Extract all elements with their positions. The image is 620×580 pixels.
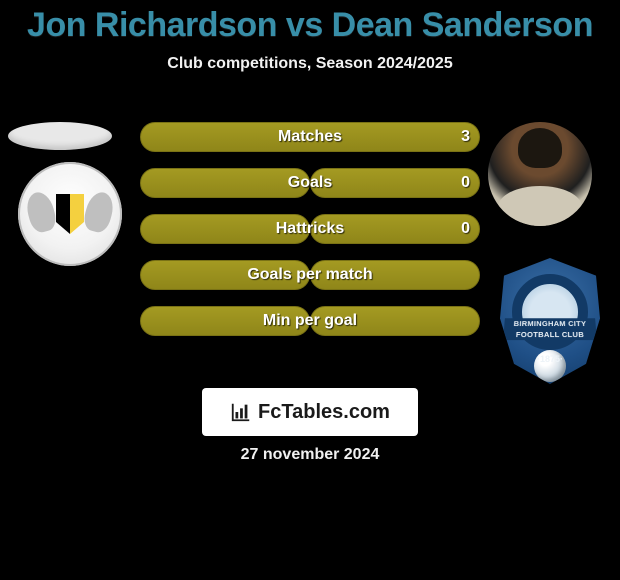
chart-icon: [230, 401, 252, 423]
stat-bar-left: [140, 306, 310, 336]
stat-row: Min per goal: [140, 306, 480, 336]
stat-value-right: 0: [461, 168, 470, 198]
stat-value-right: 0: [461, 214, 470, 244]
stat-row: Matches3: [140, 122, 480, 152]
page-title: Jon Richardson vs Dean Sanderson: [0, 0, 620, 45]
club-crest-left: [18, 162, 122, 266]
stat-bar-right: [310, 260, 480, 290]
crest-ribbon-line1: BIRMINGHAM CITY: [513, 319, 586, 328]
stat-bar-right: [310, 306, 480, 336]
stat-row: Hattricks0: [140, 214, 480, 244]
player-left-silhouette: [8, 122, 112, 150]
infographic-date: 27 november 2024: [0, 446, 620, 464]
club-crest-right: BIRMINGHAM CITY FOOTBALL CLUB ·1875·: [498, 258, 602, 392]
stat-bar-left: [140, 214, 310, 244]
player-right-photo: [488, 122, 592, 226]
stat-bar-left: [140, 168, 310, 198]
subtitle: Club competitions, Season 2024/2025: [0, 55, 620, 73]
stat-bar-right: [310, 214, 480, 244]
stats-comparison: Matches3 Goals0 Hattricks0 Goals per match M…: [140, 122, 480, 352]
brand-logo: FcTables.com: [202, 388, 418, 436]
crest-ribbon-line2: FOOTBALL CLUB: [516, 330, 585, 339]
stat-row: Goals0: [140, 168, 480, 198]
brand-name: FcTables.com: [258, 401, 390, 424]
stat-bar-left: [140, 260, 310, 290]
stat-row: Goals per match: [140, 260, 480, 290]
stat-value-right: 3: [461, 122, 470, 152]
stat-bar-right: [140, 122, 480, 152]
stat-bar-right: [310, 168, 480, 198]
crest-founded-year: ·1875·: [500, 354, 600, 364]
